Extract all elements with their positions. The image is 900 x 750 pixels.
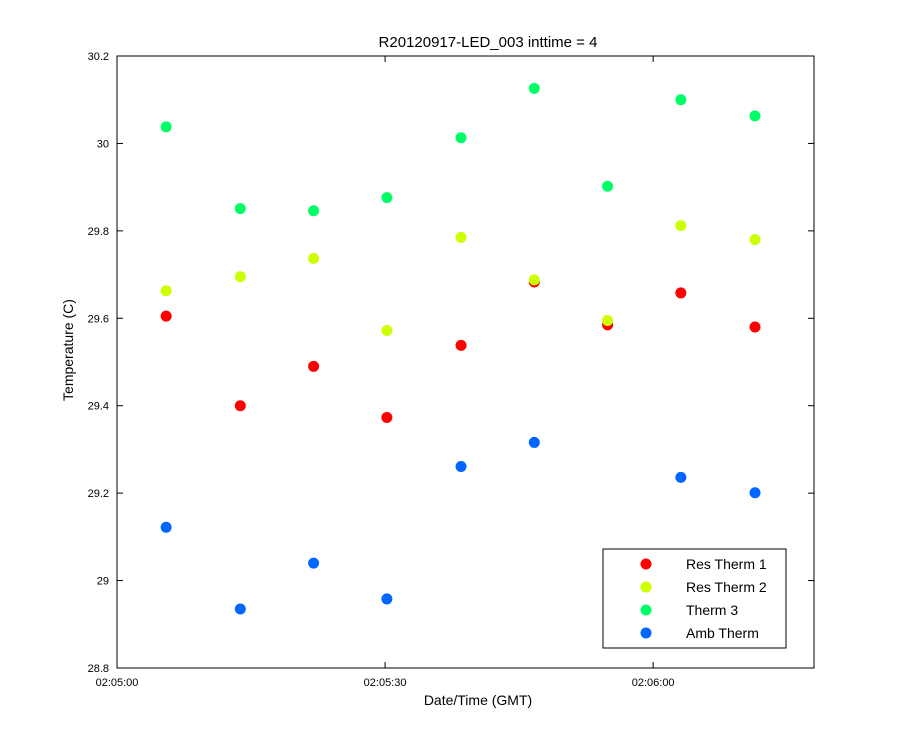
legend-label-therm-3: Therm 3 <box>686 602 738 618</box>
chart-title: R20120917-LED_003 inttime = 4 <box>379 34 598 51</box>
point-res-therm-2 <box>749 234 761 246</box>
point-therm-3 <box>749 110 761 122</box>
legend-box <box>602 548 787 649</box>
point-res-therm-2 <box>455 231 467 243</box>
point-therm-3 <box>381 192 393 204</box>
legend-marker-therm-3 <box>640 604 652 616</box>
y-tick-label: 30.2 <box>88 51 109 63</box>
point-res-therm-2 <box>381 325 393 337</box>
point-therm-3 <box>455 132 467 144</box>
point-res-therm-2 <box>160 285 172 297</box>
y-tick-label: 29.2 <box>88 488 109 500</box>
point-res-therm-1 <box>234 400 246 412</box>
point-res-therm-1 <box>749 321 761 333</box>
point-amb-therm <box>675 471 687 483</box>
point-res-therm-1 <box>160 310 172 322</box>
x-tick-label: 02:05:30 <box>364 677 407 689</box>
y-tick-label: 30 <box>97 138 109 150</box>
point-therm-3 <box>160 121 172 133</box>
y-tick-label: 29.6 <box>88 313 109 325</box>
point-amb-therm <box>308 557 320 569</box>
y-tick-label: 29.4 <box>88 401 109 413</box>
data-points <box>160 82 761 615</box>
legend-label-res-therm-2: Res Therm 2 <box>686 579 767 595</box>
point-therm-3 <box>675 94 687 106</box>
y-tick-label: 28.8 <box>88 663 109 675</box>
x-tick-label: 02:06:00 <box>632 677 675 689</box>
x-tick-label: 02:05:00 <box>96 677 139 689</box>
y-tick-label: 29.8 <box>88 226 109 238</box>
point-amb-therm <box>234 603 246 615</box>
legend-marker-res-therm-2 <box>640 581 652 593</box>
point-amb-therm <box>381 593 393 605</box>
point-res-therm-2 <box>602 314 614 326</box>
point-res-therm-2 <box>528 274 540 286</box>
point-amb-therm <box>528 436 540 448</box>
legend: Res Therm 1 Res Therm 2 Therm 3 Amb Ther… <box>602 548 787 649</box>
point-amb-therm <box>455 460 467 472</box>
point-res-therm-1 <box>381 412 393 424</box>
x-axis-title: Date/Time (GMT) <box>424 692 532 708</box>
point-res-therm-1 <box>455 339 467 351</box>
point-therm-3 <box>528 82 540 94</box>
point-res-therm-1 <box>675 287 687 299</box>
point-res-therm-2 <box>308 252 320 264</box>
point-therm-3 <box>308 205 320 217</box>
point-therm-3 <box>234 203 246 215</box>
point-therm-3 <box>602 180 614 192</box>
legend-marker-res-therm-1 <box>640 558 652 570</box>
point-amb-therm <box>749 487 761 499</box>
legend-label-amb-therm: Amb Therm <box>686 625 759 641</box>
y-tick-label: 29 <box>97 576 109 588</box>
legend-marker-amb-therm <box>640 627 652 639</box>
axis-ticks <box>116 55 814 669</box>
axis-tick-labels: 02:05:00 02:05:30 02:06:00 28.8 29 29.2 29.4 29… <box>88 51 675 689</box>
point-amb-therm <box>160 521 172 533</box>
point-res-therm-1 <box>308 360 320 372</box>
point-res-therm-2 <box>234 271 246 283</box>
point-res-therm-2 <box>675 220 687 232</box>
y-axis-title: Temperature (C) <box>60 299 76 401</box>
legend-label-res-therm-1: Res Therm 1 <box>686 556 767 572</box>
